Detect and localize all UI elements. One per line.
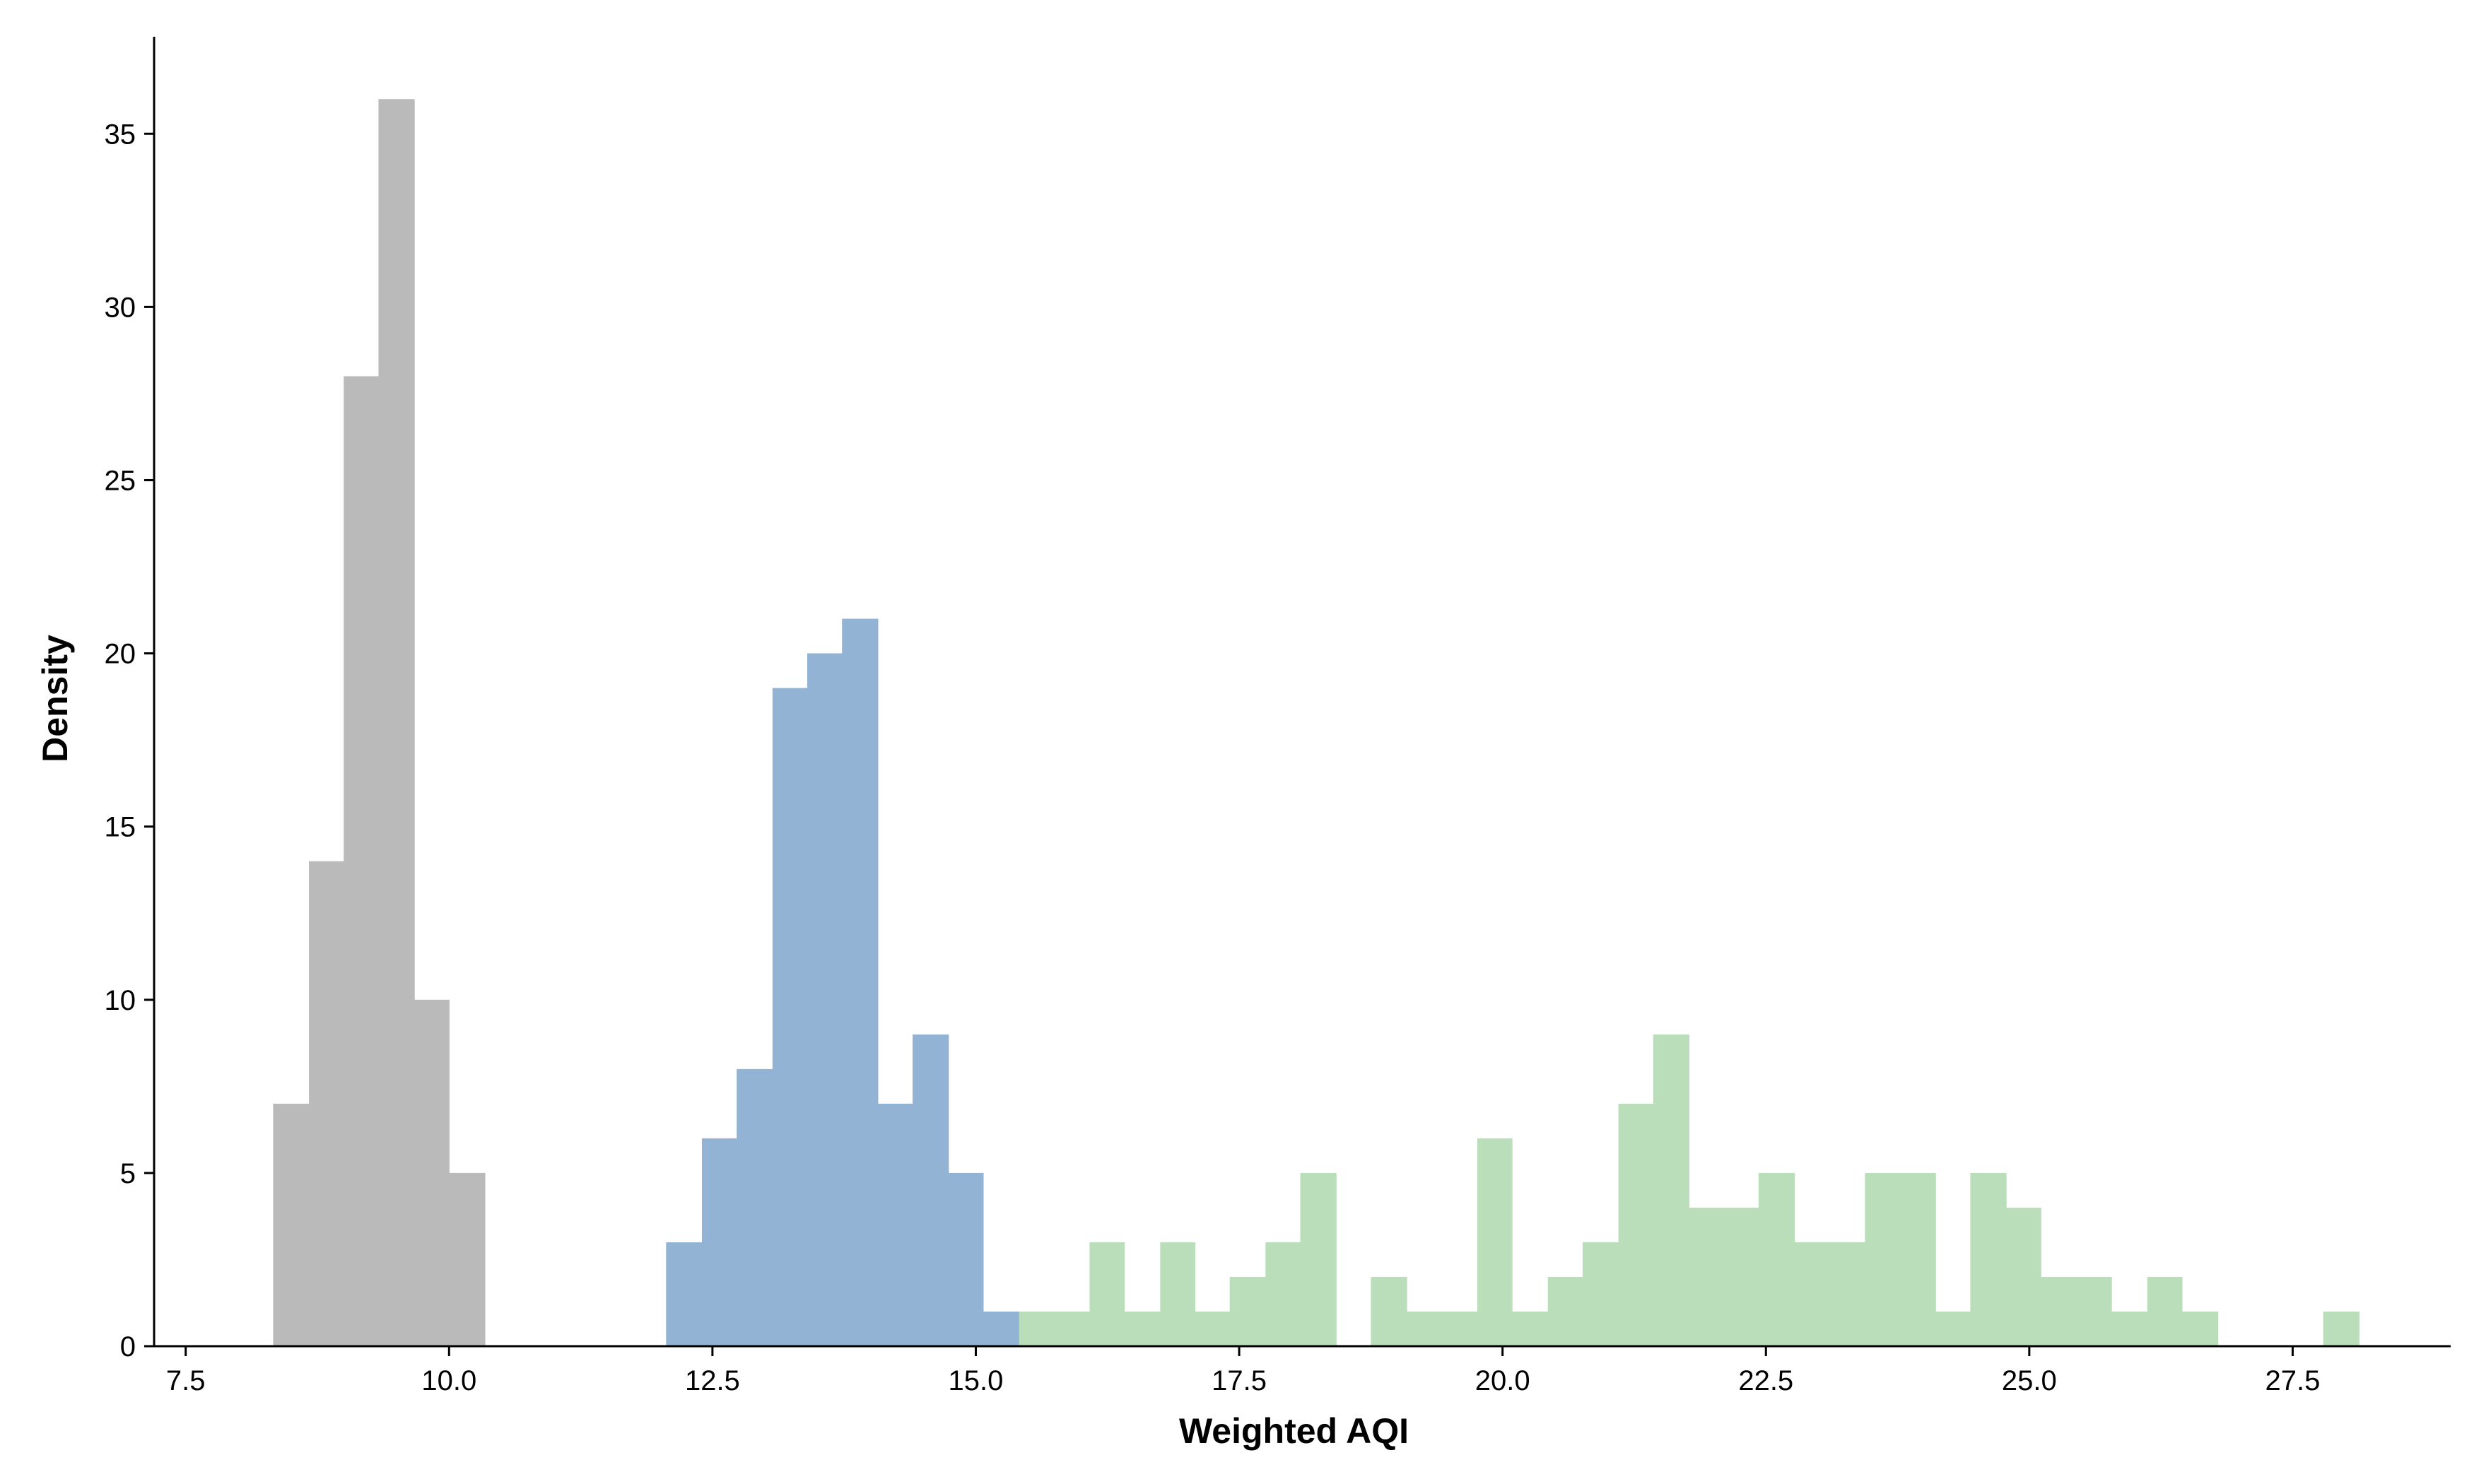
x-tick-label: 7.5 <box>166 1365 206 1396</box>
histogram-bar-s2-b10 <box>1407 1311 1442 1346</box>
x-tick-label: 17.5 <box>1212 1365 1267 1396</box>
y-tick-label: 20 <box>105 639 136 670</box>
y-tick-label: 30 <box>105 292 136 323</box>
histogram-bar-s1-b0 <box>666 1242 703 1346</box>
histogram-bar-s0-b1 <box>309 861 344 1346</box>
histogram-bar-s1-b8 <box>948 1172 984 1346</box>
histogram-bar-s2-b9 <box>1371 1276 1407 1346</box>
x-axis-title: Weighted AQI <box>1179 1411 1409 1451</box>
histogram-bar-s2-b12 <box>1477 1138 1513 1346</box>
histogram-bars <box>273 99 2359 1347</box>
histogram-bar-s1-b1 <box>701 1138 737 1346</box>
histogram-bar-s0-b4 <box>414 999 450 1346</box>
histogram-bar-s2-b21 <box>1794 1242 1830 1346</box>
x-tick-label: 25.0 <box>2002 1365 2057 1396</box>
histogram-bar-s2-b22 <box>1829 1242 1865 1346</box>
histogram-bar-s2-b33 <box>2323 1311 2359 1346</box>
histogram-bar-s2-b0 <box>1019 1311 1055 1346</box>
y-tick-label: 0 <box>120 1331 136 1362</box>
x-axis-ticks: 7.5 10.0 12.5 15.0 17.5 20.0 22.5 25.0 27.5 <box>166 1346 2320 1396</box>
x-tick-label: 15.0 <box>949 1365 1004 1396</box>
histogram-bar-s2-b2 <box>1089 1242 1125 1346</box>
histogram-bar-s2-b17 <box>1653 1034 1690 1346</box>
x-tick-label: 12.5 <box>685 1365 740 1396</box>
x-tick-label: 27.5 <box>2265 1365 2321 1396</box>
histogram-bar-s2-b32 <box>2181 1311 2219 1346</box>
histogram-bar-s1-b7 <box>913 1034 949 1346</box>
x-tick-label: 10.0 <box>421 1365 476 1396</box>
histogram-bar-s1-b3 <box>772 688 808 1346</box>
y-axis-title: Density <box>35 635 75 762</box>
histogram-bar-s2-b16 <box>1618 1103 1654 1346</box>
y-tick-label: 15 <box>105 812 136 843</box>
histogram-bar-s2-b31 <box>2147 1276 2183 1346</box>
histogram-bar-s2-b28 <box>2041 1276 2077 1346</box>
histogram-bar-s1-b6 <box>877 1103 913 1346</box>
histogram-bar-s0-b5 <box>449 1172 486 1346</box>
histogram-bar-s2-b3 <box>1124 1311 1161 1346</box>
histogram-bar-s2-b20 <box>1758 1172 1795 1346</box>
histogram-bar-s2-b24 <box>1899 1172 1936 1346</box>
y-axis-ticks: 0 5 10 15 20 25 30 35 <box>105 119 154 1362</box>
histogram-bar-s2-b1 <box>1053 1311 1091 1346</box>
histogram-bar-s2-b18 <box>1689 1207 1725 1346</box>
histogram-bar-s1-b4 <box>807 653 843 1346</box>
x-tick-label: 22.5 <box>1738 1365 1793 1396</box>
histogram-bar-s2-b26 <box>1970 1172 2007 1346</box>
histogram-bar-s2-b23 <box>1865 1172 1901 1346</box>
y-tick-label: 35 <box>105 119 136 150</box>
histogram-bar-s2-b15 <box>1582 1242 1619 1346</box>
histogram-bar-s0-b2 <box>344 376 380 1346</box>
histogram-bar-s2-b27 <box>2006 1207 2041 1346</box>
histogram-bar-s2-b13 <box>1512 1311 1549 1346</box>
y-tick-label: 5 <box>120 1158 136 1189</box>
histogram-bar-s2-b19 <box>1723 1207 1759 1346</box>
histogram-bar-s2-b7 <box>1265 1242 1301 1346</box>
x-tick-label: 20.0 <box>1475 1365 1530 1396</box>
histogram-bar-s0-b0 <box>273 1103 310 1346</box>
y-tick-label: 10 <box>105 985 136 1016</box>
histogram-bar-s2-b8 <box>1300 1172 1337 1346</box>
histogram-bar-s2-b14 <box>1547 1276 1583 1346</box>
histogram-bar-s1-b5 <box>842 618 879 1346</box>
histogram-bar-s2-b4 <box>1160 1242 1196 1346</box>
histogram-bar-s1-b2 <box>737 1068 773 1346</box>
histogram-bar-s2-b6 <box>1229 1276 1266 1346</box>
histogram-bar-s2-b11 <box>1441 1311 1478 1346</box>
histogram-bar-s2-b25 <box>1935 1311 1971 1346</box>
histogram-bar-s2-b30 <box>2111 1311 2148 1346</box>
y-tick-label: 25 <box>105 465 136 496</box>
histogram-bar-s2-b29 <box>2076 1276 2112 1346</box>
histogram-bar-s0-b3 <box>378 99 415 1347</box>
histogram-bar-s1-b9 <box>983 1311 1020 1346</box>
histogram-bar-s2-b5 <box>1195 1311 1231 1346</box>
